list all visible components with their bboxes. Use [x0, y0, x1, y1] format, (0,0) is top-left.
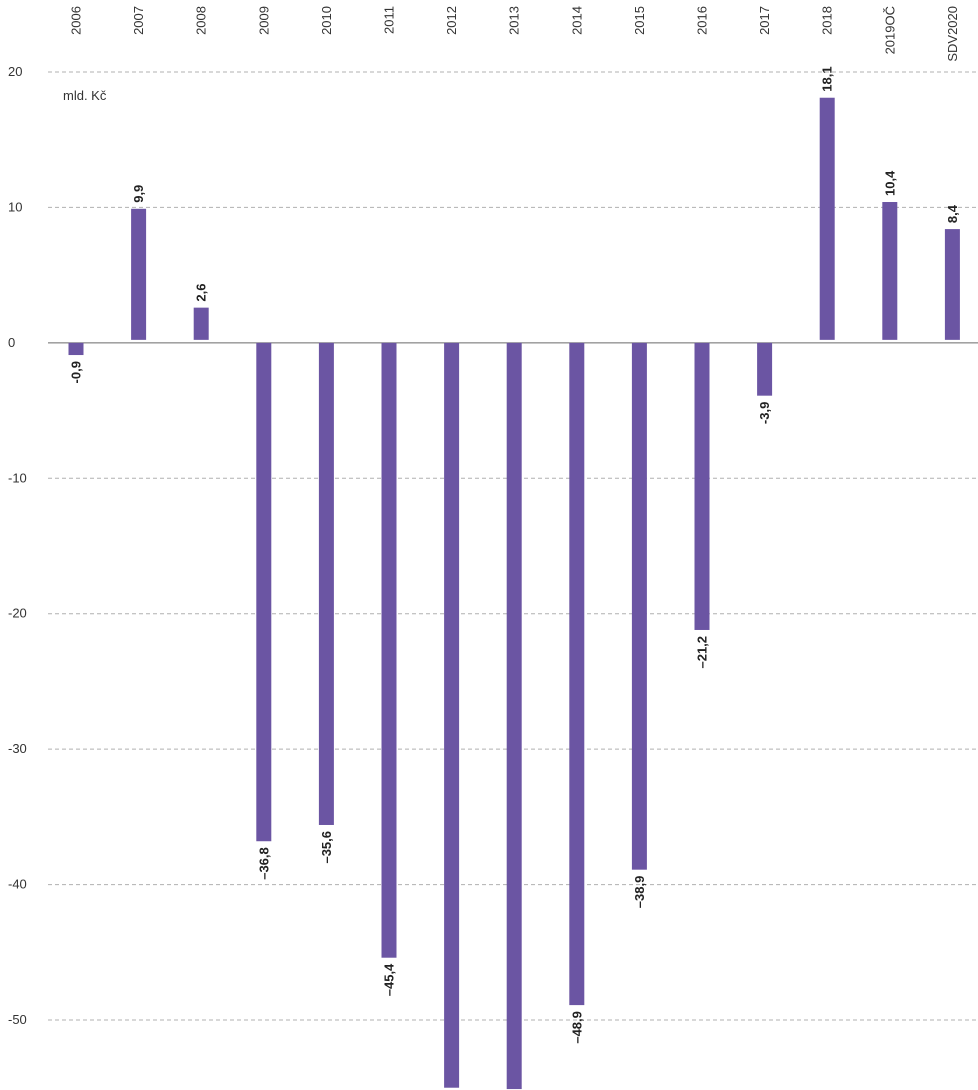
x-tick-label: 2007 [131, 6, 146, 35]
bar [569, 342, 585, 1006]
data-label: –21,2 [695, 636, 710, 669]
data-label: 18,1 [820, 66, 835, 91]
bar [631, 342, 647, 870]
bar [694, 342, 710, 630]
y-tick-label: -30 [8, 741, 27, 756]
x-tick-label: 2010 [319, 6, 334, 35]
x-axis-ticks: 2006 2007 2008 2009 2010 2011 2012 2013 2014 2015… [69, 6, 960, 62]
y-tick-label: 20 [8, 64, 22, 79]
bar [506, 342, 522, 1090]
x-tick-label: 2016 [695, 6, 710, 35]
data-label: –38,9 [632, 876, 647, 909]
y-tick-label: 10 [8, 199, 22, 214]
x-tick-label: 2015 [632, 6, 647, 35]
x-tick-label: 2019OČ [882, 6, 897, 54]
x-tick-label: 2013 [507, 6, 522, 35]
x-tick-label: 2017 [757, 6, 772, 35]
bar [444, 342, 460, 1088]
x-tick-label: SDV2020 [945, 6, 960, 62]
y-tick-label: -40 [8, 877, 27, 892]
data-label: 2,6 [194, 284, 209, 302]
bar [256, 342, 272, 842]
x-tick-label: 2018 [820, 6, 835, 35]
data-label: –48,9 [569, 1011, 584, 1044]
bar [68, 342, 84, 356]
x-tick-label: 2006 [69, 6, 84, 35]
bar [131, 208, 147, 340]
bar [381, 342, 397, 958]
data-label: –36,8 [256, 847, 271, 880]
y-tick-label: -20 [8, 606, 27, 621]
bar [757, 342, 773, 396]
bar [944, 229, 960, 340]
y-tick-label: 0 [8, 335, 15, 350]
x-tick-label: 2011 [382, 6, 397, 34]
data-label: –45,4 [382, 963, 397, 996]
data-label: 8,4 [945, 204, 960, 223]
x-tick-label: 2014 [569, 6, 584, 35]
x-tick-label: 2008 [194, 6, 209, 35]
x-tick-label: 2009 [256, 6, 271, 35]
data-label: –35,6 [319, 831, 334, 864]
data-label: -0,9 [69, 361, 84, 383]
y-tick-label: -10 [8, 470, 27, 485]
x-tick-label: 2012 [444, 6, 459, 35]
bar [882, 202, 898, 340]
data-label: -3,9 [757, 402, 772, 424]
y-tick-label: -50 [8, 1012, 27, 1027]
unit-label: mld. Kč [63, 88, 107, 103]
bar [193, 307, 209, 340]
data-label: 9,9 [131, 185, 146, 203]
bars [68, 97, 960, 1090]
data-label: 10,4 [882, 170, 897, 196]
bar [819, 97, 835, 340]
y-axis-ticks: 20 10 0 -10 -20 -30 -40 -50 [8, 64, 27, 1027]
bar [318, 342, 334, 825]
data-labels: -0,99,92,6–36,8–35,6–45,4–55,0–55,1–48,9… [69, 66, 960, 1044]
